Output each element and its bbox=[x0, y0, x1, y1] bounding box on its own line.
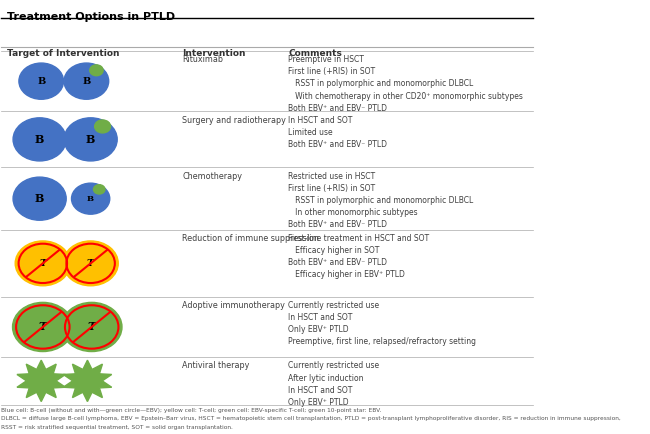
Text: RSST in polymorphic and monomorphic DLBCL: RSST in polymorphic and monomorphic DLBC… bbox=[288, 196, 473, 205]
Text: B: B bbox=[87, 195, 94, 203]
Text: B: B bbox=[35, 193, 44, 204]
Text: In HSCT and SOT: In HSCT and SOT bbox=[288, 116, 352, 125]
Text: RSST in polymorphic and monomorphic DLBCL: RSST in polymorphic and monomorphic DLBC… bbox=[288, 79, 473, 89]
Text: First line (+RIS) in SOT: First line (+RIS) in SOT bbox=[288, 67, 375, 76]
Circle shape bbox=[15, 241, 70, 286]
Text: RSST = risk stratified sequential treatment, SOT = solid organ transplantation.: RSST = risk stratified sequential treatm… bbox=[1, 425, 233, 430]
Text: T: T bbox=[88, 322, 96, 332]
Text: Treatment Options in PTLD: Treatment Options in PTLD bbox=[6, 12, 175, 22]
Polygon shape bbox=[63, 360, 112, 401]
Circle shape bbox=[13, 118, 66, 161]
Text: After lytic induction: After lytic induction bbox=[288, 374, 364, 382]
Circle shape bbox=[64, 304, 120, 350]
Text: T: T bbox=[39, 259, 46, 268]
Text: Currently restricted use: Currently restricted use bbox=[288, 301, 380, 310]
Text: In other monomorphic subtypes: In other monomorphic subtypes bbox=[288, 208, 418, 217]
Text: First-line treatment in HSCT and SOT: First-line treatment in HSCT and SOT bbox=[288, 234, 430, 243]
Text: Preemptive, first line, relapsed/refractory setting: Preemptive, first line, relapsed/refract… bbox=[288, 337, 476, 346]
Text: Efficacy higher in EBV⁺ PTLD: Efficacy higher in EBV⁺ PTLD bbox=[288, 270, 405, 279]
Text: Blue cell: B-cell (without and with—green circle—EBV); yellow cell: T-cell; gree: Blue cell: B-cell (without and with—gree… bbox=[1, 408, 382, 413]
Circle shape bbox=[63, 241, 118, 286]
Text: Antiviral therapy: Antiviral therapy bbox=[182, 362, 250, 371]
Text: T: T bbox=[39, 322, 47, 332]
Text: T: T bbox=[87, 259, 94, 268]
Circle shape bbox=[15, 304, 71, 350]
Text: Surgery and radiotherapy: Surgery and radiotherapy bbox=[182, 116, 286, 125]
Text: B: B bbox=[86, 134, 96, 145]
Text: Chemotherapy: Chemotherapy bbox=[182, 172, 242, 181]
Text: Intervention: Intervention bbox=[182, 49, 246, 58]
Text: DLBCL = diffuse large B-cell lymphoma, EBV = Epstein–Barr virus, HSCT = hematopo: DLBCL = diffuse large B-cell lymphoma, E… bbox=[1, 416, 621, 421]
Text: B: B bbox=[83, 77, 90, 85]
Text: In HSCT and SOT: In HSCT and SOT bbox=[288, 313, 352, 322]
Circle shape bbox=[13, 177, 66, 220]
Polygon shape bbox=[17, 360, 66, 401]
Text: With chemotherapy in other CD20⁺ monomorphic subtypes: With chemotherapy in other CD20⁺ monomor… bbox=[288, 92, 523, 101]
Circle shape bbox=[18, 243, 68, 284]
Circle shape bbox=[61, 302, 122, 352]
Circle shape bbox=[12, 302, 73, 352]
Circle shape bbox=[65, 243, 116, 284]
Text: Adoptive immunotherapy: Adoptive immunotherapy bbox=[182, 301, 285, 310]
Text: Both EBV⁺ and EBV⁻ PTLD: Both EBV⁺ and EBV⁻ PTLD bbox=[288, 104, 387, 112]
Text: B: B bbox=[37, 77, 46, 85]
Text: Reduction of immune suppression: Reduction of immune suppression bbox=[182, 234, 319, 243]
Text: Efficacy higher in SOT: Efficacy higher in SOT bbox=[288, 247, 380, 255]
Text: Preemptive in HSCT: Preemptive in HSCT bbox=[288, 55, 364, 64]
Text: Both EBV⁺ and EBV⁻ PTLD: Both EBV⁺ and EBV⁻ PTLD bbox=[288, 140, 387, 149]
Text: Target of Intervention: Target of Intervention bbox=[6, 49, 119, 58]
Circle shape bbox=[72, 183, 110, 214]
Circle shape bbox=[19, 63, 64, 99]
Text: Both EBV⁺ and EBV⁻ PTLD: Both EBV⁺ and EBV⁻ PTLD bbox=[288, 220, 387, 229]
Circle shape bbox=[90, 65, 103, 76]
Text: Only EBV⁺ PTLD: Only EBV⁺ PTLD bbox=[288, 325, 349, 334]
Text: First line (+RIS) in SOT: First line (+RIS) in SOT bbox=[288, 184, 375, 193]
Text: Both EBV⁺ and EBV⁻ PTLD: Both EBV⁺ and EBV⁻ PTLD bbox=[288, 258, 387, 267]
Text: Restricted use in HSCT: Restricted use in HSCT bbox=[288, 172, 375, 181]
Text: Rituximab: Rituximab bbox=[182, 55, 223, 64]
Circle shape bbox=[64, 118, 117, 161]
Text: Currently restricted use: Currently restricted use bbox=[288, 362, 380, 371]
Text: Limited use: Limited use bbox=[288, 128, 333, 137]
Text: In HSCT and SOT: In HSCT and SOT bbox=[288, 385, 352, 395]
Text: Only EBV⁺ PTLD: Only EBV⁺ PTLD bbox=[288, 398, 349, 407]
Circle shape bbox=[94, 185, 105, 194]
Text: Comments: Comments bbox=[288, 49, 342, 58]
Circle shape bbox=[64, 63, 109, 99]
Text: B: B bbox=[35, 134, 44, 145]
Circle shape bbox=[95, 120, 110, 133]
